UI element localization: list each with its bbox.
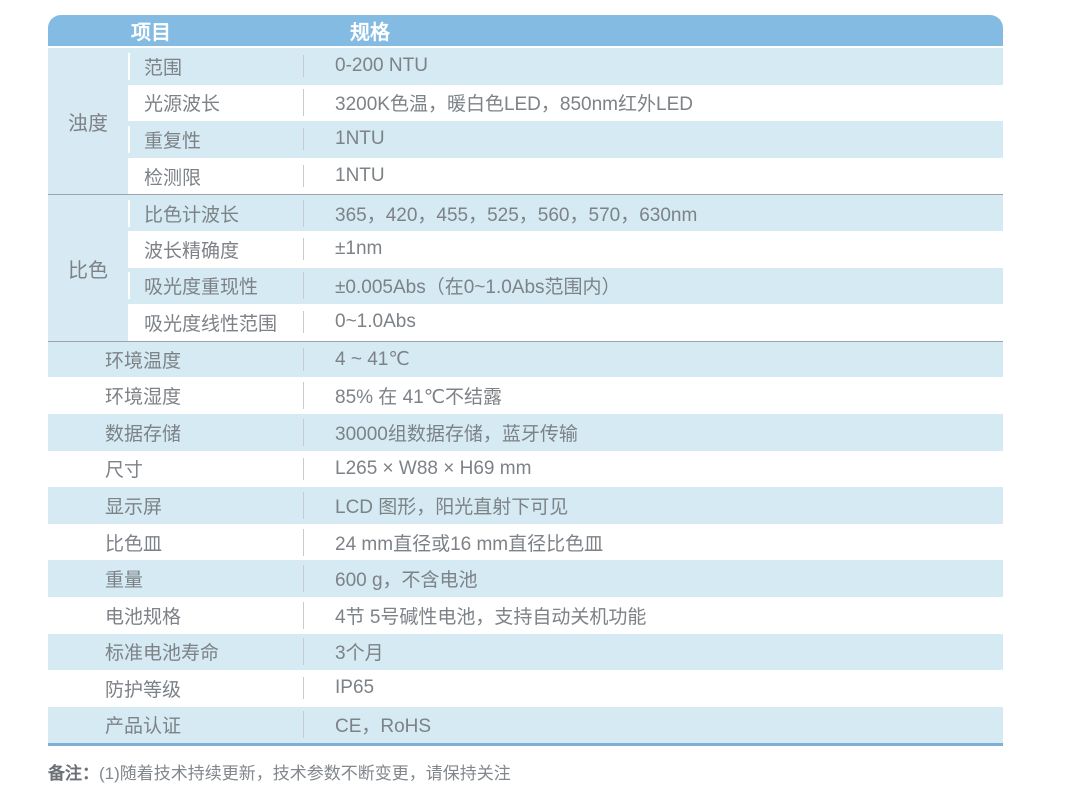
row-label: 显示屏 bbox=[105, 496, 163, 518]
table-row: 尺寸 L265 × W88 × H69 mm bbox=[48, 450, 1003, 488]
row-label: 波长精确度 bbox=[128, 235, 303, 263]
table-row: 重复性 1NTU bbox=[128, 121, 1003, 158]
footnote: 备注：(1)随着技术持续更新，技术参数不断变更，请保持关注 bbox=[48, 759, 511, 784]
row-label: 数据存储 bbox=[105, 423, 182, 445]
row-label: 防护等级 bbox=[105, 679, 182, 701]
row-label: 电池规格 bbox=[105, 606, 182, 628]
row-value: LCD 图形，阳光直射下可见 bbox=[303, 491, 1003, 519]
footnote-label: 备注： bbox=[48, 764, 99, 783]
row-label: 比色皿 bbox=[105, 533, 163, 555]
row-label: 范围 bbox=[128, 52, 303, 80]
row-label: 尺寸 bbox=[105, 460, 144, 482]
row-label: 标准电池寿命 bbox=[105, 643, 220, 665]
row-value: 3个月 bbox=[303, 638, 1003, 666]
general-section: 环境温度 4 ~ 41℃ 环境湿度 85% 在 41℃不结露 数据存储 3000… bbox=[48, 340, 1003, 744]
row-label: 比色计波长 bbox=[128, 199, 303, 227]
table-row: 环境温度 4 ~ 41℃ bbox=[48, 340, 1003, 378]
row-value: 4节 5号碱性电池，支持自动关机功能 bbox=[303, 601, 1003, 629]
group-column: 浊度 比色 bbox=[48, 48, 128, 341]
row-value: ±1nm bbox=[303, 238, 1001, 261]
row-value: 0~1.0Abs bbox=[303, 311, 1001, 334]
table-row: 电池规格 4节 5号碱性电池，支持自动关机功能 bbox=[48, 596, 1003, 634]
table-row: 产品认证 CE，RoHS bbox=[48, 706, 1003, 744]
row-value: ±0.005Abs（在0~1.0Abs范围内） bbox=[303, 272, 1001, 300]
row-value: 30000组数据存储，蓝牙传输 bbox=[303, 418, 1003, 446]
row-value: 1NTU bbox=[303, 165, 1001, 188]
table-row: 比色皿 24 mm直径或16 mm直径比色皿 bbox=[48, 523, 1003, 561]
table-row: 数据存储 30000组数据存储，蓝牙传输 bbox=[48, 413, 1003, 451]
table-row: 吸光度重现性 ±0.005Abs（在0~1.0Abs范围内） bbox=[128, 267, 1003, 305]
row-value: 85% 在 41℃不结露 bbox=[303, 382, 1003, 410]
row-label: 环境温度 bbox=[105, 351, 182, 373]
row-value: 600 g，不含电池 bbox=[303, 565, 1003, 593]
row-value: 3200K色温，暖白色LED，850nm红外LED bbox=[303, 89, 1001, 117]
table-row: 比色计波长 365，420，455，525，560，570，630nm bbox=[128, 194, 1003, 231]
row-value: 0-200 NTU bbox=[303, 55, 1001, 78]
grouped-rows: 范围 0-200 NTU 光源波长 3200K色温，暖白色LED，850nm红外… bbox=[128, 48, 1003, 341]
table-row: 光源波长 3200K色温，暖白色LED，850nm红外LED bbox=[128, 84, 1003, 122]
row-value: L265 × W88 × H69 mm bbox=[303, 457, 1003, 480]
table-row: 标准电池寿命 3个月 bbox=[48, 633, 1003, 671]
row-value: CE，RoHS bbox=[303, 711, 1003, 739]
row-label: 吸光度重现性 bbox=[128, 272, 303, 300]
table-row: 吸光度线性范围 0~1.0Abs bbox=[128, 304, 1003, 341]
row-label: 光源波长 bbox=[128, 89, 303, 117]
group-label-colorimetry: 比色 bbox=[48, 194, 128, 340]
table-row: 重量 600 g，不含电池 bbox=[48, 560, 1003, 597]
table-row: 检测限 1NTU bbox=[128, 157, 1003, 195]
footnote-text: (1)随着技术持续更新，技术参数不断变更，请保持关注 bbox=[99, 764, 511, 783]
row-value: IP65 bbox=[303, 677, 1003, 700]
header-spec-column: 规格 bbox=[350, 22, 390, 44]
grouped-section: 浊度 比色 范围 0-200 NTU 光源波长 3200K色温，暖白色LED，8… bbox=[48, 48, 1003, 341]
row-label: 吸光度线性范围 bbox=[128, 308, 303, 336]
table-row: 防护等级 IP65 bbox=[48, 670, 1003, 707]
group-label-turbidity: 浊度 bbox=[68, 112, 108, 135]
row-value: 24 mm直径或16 mm直径比色皿 bbox=[303, 528, 1003, 556]
row-label: 重复性 bbox=[128, 125, 303, 153]
table-header-row: 项目 规格 bbox=[48, 15, 1003, 48]
row-label: 检测限 bbox=[128, 162, 303, 190]
row-label: 产品认证 bbox=[105, 716, 182, 738]
header-item-column: 项目 bbox=[131, 22, 171, 44]
table-row: 显示屏 LCD 图形，阳光直射下可见 bbox=[48, 487, 1003, 524]
row-value: 365，420，455，525，560，570，630nm bbox=[303, 199, 1001, 227]
row-label: 环境湿度 bbox=[105, 387, 182, 409]
table-row: 环境湿度 85% 在 41℃不结露 bbox=[48, 377, 1003, 414]
table-row: 波长精确度 ±1nm bbox=[128, 230, 1003, 268]
row-value: 4 ~ 41℃ bbox=[303, 348, 1003, 372]
table-row: 范围 0-200 NTU bbox=[128, 48, 1003, 85]
row-value: 1NTU bbox=[303, 128, 1001, 151]
spec-table: 项目 规格 浊度 比色 范围 0-200 NTU 光源波长 3200K色温，暖白… bbox=[48, 15, 1003, 747]
row-label: 重量 bbox=[105, 570, 144, 592]
